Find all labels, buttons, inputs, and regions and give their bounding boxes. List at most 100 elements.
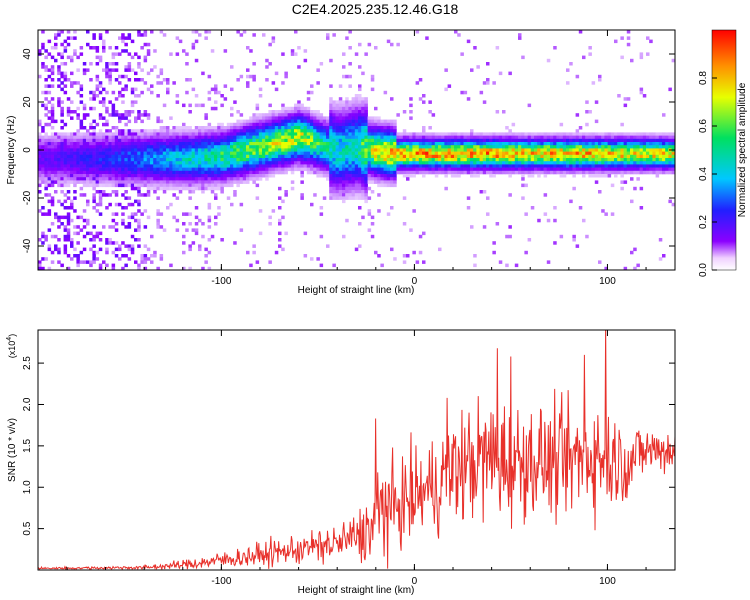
spectrogram-cell	[546, 151, 551, 156]
spectrogram-cell	[124, 65, 128, 69]
spectrogram-cell	[402, 154, 407, 159]
spectrogram-cell	[351, 164, 356, 168]
spectrogram-cell	[466, 145, 471, 149]
spectrogram-cell	[386, 122, 391, 127]
spectrogram-cell	[130, 164, 135, 168]
spectrogram-cell	[242, 180, 247, 184]
spectrogram-cell	[335, 119, 340, 124]
spectrogram-cell	[562, 151, 567, 156]
spectrogram-cell	[274, 142, 279, 146]
spectrogram-cell	[201, 135, 205, 140]
spectrogram-cell	[377, 142, 381, 146]
spectrogram-cell	[604, 145, 608, 149]
spectrogram-cell	[73, 135, 77, 140]
spectrogram-cell	[582, 170, 586, 175]
spectrogram-cell	[322, 148, 327, 152]
spectrogram-cell	[262, 135, 266, 140]
spectrogram-cell	[508, 148, 512, 152]
spectrogram-cell	[393, 180, 397, 184]
spectrogram-cell	[188, 135, 192, 140]
spectrogram-cell	[367, 212, 372, 216]
spectrogram-cell	[444, 158, 448, 162]
spectrogram-cell	[380, 129, 384, 133]
spectrogram-cell	[537, 158, 541, 162]
spectrogram-cell	[428, 132, 432, 136]
spectrogram-cell	[505, 170, 509, 175]
spectrogram-cell	[290, 116, 295, 120]
spectrogram-cell	[102, 138, 106, 143]
spectrogram-cell	[300, 151, 304, 156]
spectrogram-cell	[182, 234, 186, 239]
spectrogram-cell	[278, 244, 282, 248]
spectrogram-cell	[639, 90, 644, 95]
spectrogram-cell	[457, 167, 461, 172]
spectrogram-cell	[390, 154, 394, 159]
spectrogram-cell	[630, 170, 634, 175]
spectrogram-cell	[482, 148, 487, 152]
spectrogram-cell	[271, 116, 276, 120]
spectrogram-cell	[585, 138, 589, 143]
spectrogram-cell	[137, 145, 141, 149]
spectrogram-cell	[198, 186, 202, 191]
spectrogram-cell	[63, 161, 68, 165]
spectrogram-cell	[348, 62, 352, 66]
spectrogram-cell	[175, 164, 180, 168]
spectrogram-cell	[530, 142, 535, 146]
spectrogram-cell	[409, 151, 413, 156]
spectrogram-cell	[358, 65, 362, 69]
spectrogram-cell	[76, 270, 80, 274]
spectrogram-cell	[182, 212, 186, 216]
spectrogram-cell	[162, 129, 167, 133]
spectrogram-cell	[287, 122, 292, 127]
spectrogram-cell	[668, 151, 672, 156]
spectrogram-ytick-label: 0	[22, 147, 33, 153]
spectrogram-cell	[342, 122, 346, 127]
spectrogram-cell	[303, 158, 308, 162]
spectrogram-cell	[194, 126, 199, 130]
spectrogram-cell	[422, 174, 426, 178]
spectrogram-cell	[543, 154, 548, 159]
spectrogram-cell	[95, 145, 100, 149]
spectrogram-cell	[265, 154, 269, 159]
spectrogram-cell	[130, 148, 135, 152]
spectrogram-cell	[182, 180, 186, 184]
spectrogram-cell	[150, 167, 154, 172]
spectrogram-cell	[108, 81, 112, 85]
spectrogram-cell	[505, 263, 509, 268]
spectrogram-cell	[630, 58, 634, 63]
spectrogram-cell	[361, 196, 365, 200]
spectrogram-cell	[537, 161, 541, 165]
spectrogram-cell	[505, 151, 509, 156]
spectrogram-cell	[47, 174, 52, 178]
spectrogram-cell	[185, 174, 189, 178]
spectrogram-cell	[79, 87, 84, 92]
spectrogram-cell	[505, 135, 509, 140]
spectrogram-cell	[354, 148, 359, 152]
spectrogram-cell	[601, 142, 605, 146]
spectrogram-cell	[428, 142, 432, 146]
spectrogram-cell	[41, 65, 45, 69]
spectrogram-cell	[351, 158, 356, 162]
spectrogram-cell	[380, 154, 384, 159]
spectrogram-cell	[354, 170, 359, 175]
spectrogram-cell	[319, 129, 324, 133]
spectrogram-cell	[575, 164, 580, 168]
spectrogram-cell	[150, 90, 154, 95]
spectrogram-cell	[329, 119, 333, 124]
spectrogram-cell	[406, 142, 410, 146]
spectrogram-cell	[361, 145, 365, 149]
spectrogram-cell	[153, 161, 157, 165]
spectrogram-cell	[521, 196, 525, 200]
spectrogram-cell	[546, 145, 551, 149]
spectrogram-cell	[294, 126, 298, 130]
spectrogram-cell	[121, 164, 125, 168]
spectrogram-cell	[428, 135, 432, 140]
spectrogram-cell	[217, 161, 221, 165]
spectrogram-cell	[444, 170, 448, 175]
spectrogram-cell	[396, 151, 400, 156]
spectrogram-cell	[460, 52, 464, 56]
spectrogram-cell	[412, 151, 416, 156]
spectrogram-cell	[361, 122, 365, 127]
spectrogram-cell	[310, 167, 314, 172]
spectrogram-cell	[178, 142, 183, 146]
